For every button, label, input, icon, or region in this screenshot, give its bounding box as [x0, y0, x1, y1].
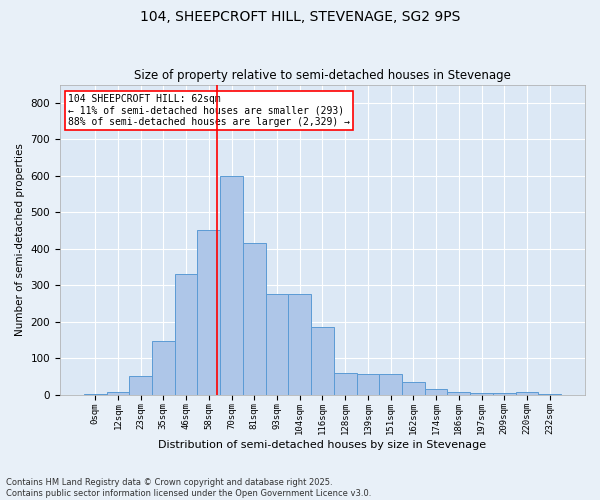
Title: Size of property relative to semi-detached houses in Stevenage: Size of property relative to semi-detach… [134, 69, 511, 82]
Bar [266, 294, 289, 394]
Bar [289, 294, 311, 394]
Bar [152, 340, 175, 394]
Text: 104 SHEEPCROFT HILL: 62sqm
← 11% of semi-detached houses are smaller (293)
88% o: 104 SHEEPCROFT HILL: 62sqm ← 11% of semi… [68, 94, 350, 127]
Bar [334, 372, 356, 394]
Bar [220, 176, 243, 394]
Text: Contains HM Land Registry data © Crown copyright and database right 2025.
Contai: Contains HM Land Registry data © Crown c… [6, 478, 371, 498]
Y-axis label: Number of semi-detached properties: Number of semi-detached properties [15, 143, 25, 336]
Bar [470, 392, 493, 394]
Bar [402, 382, 425, 394]
Bar [356, 374, 379, 394]
Bar [515, 392, 538, 394]
Bar [448, 392, 470, 394]
X-axis label: Distribution of semi-detached houses by size in Stevenage: Distribution of semi-detached houses by … [158, 440, 487, 450]
Bar [425, 389, 448, 394]
Bar [175, 274, 197, 394]
Bar [107, 392, 129, 394]
Bar [129, 376, 152, 394]
Text: 104, SHEEPCROFT HILL, STEVENAGE, SG2 9PS: 104, SHEEPCROFT HILL, STEVENAGE, SG2 9PS [140, 10, 460, 24]
Bar [243, 243, 266, 394]
Bar [311, 327, 334, 394]
Bar [379, 374, 402, 394]
Bar [197, 230, 220, 394]
